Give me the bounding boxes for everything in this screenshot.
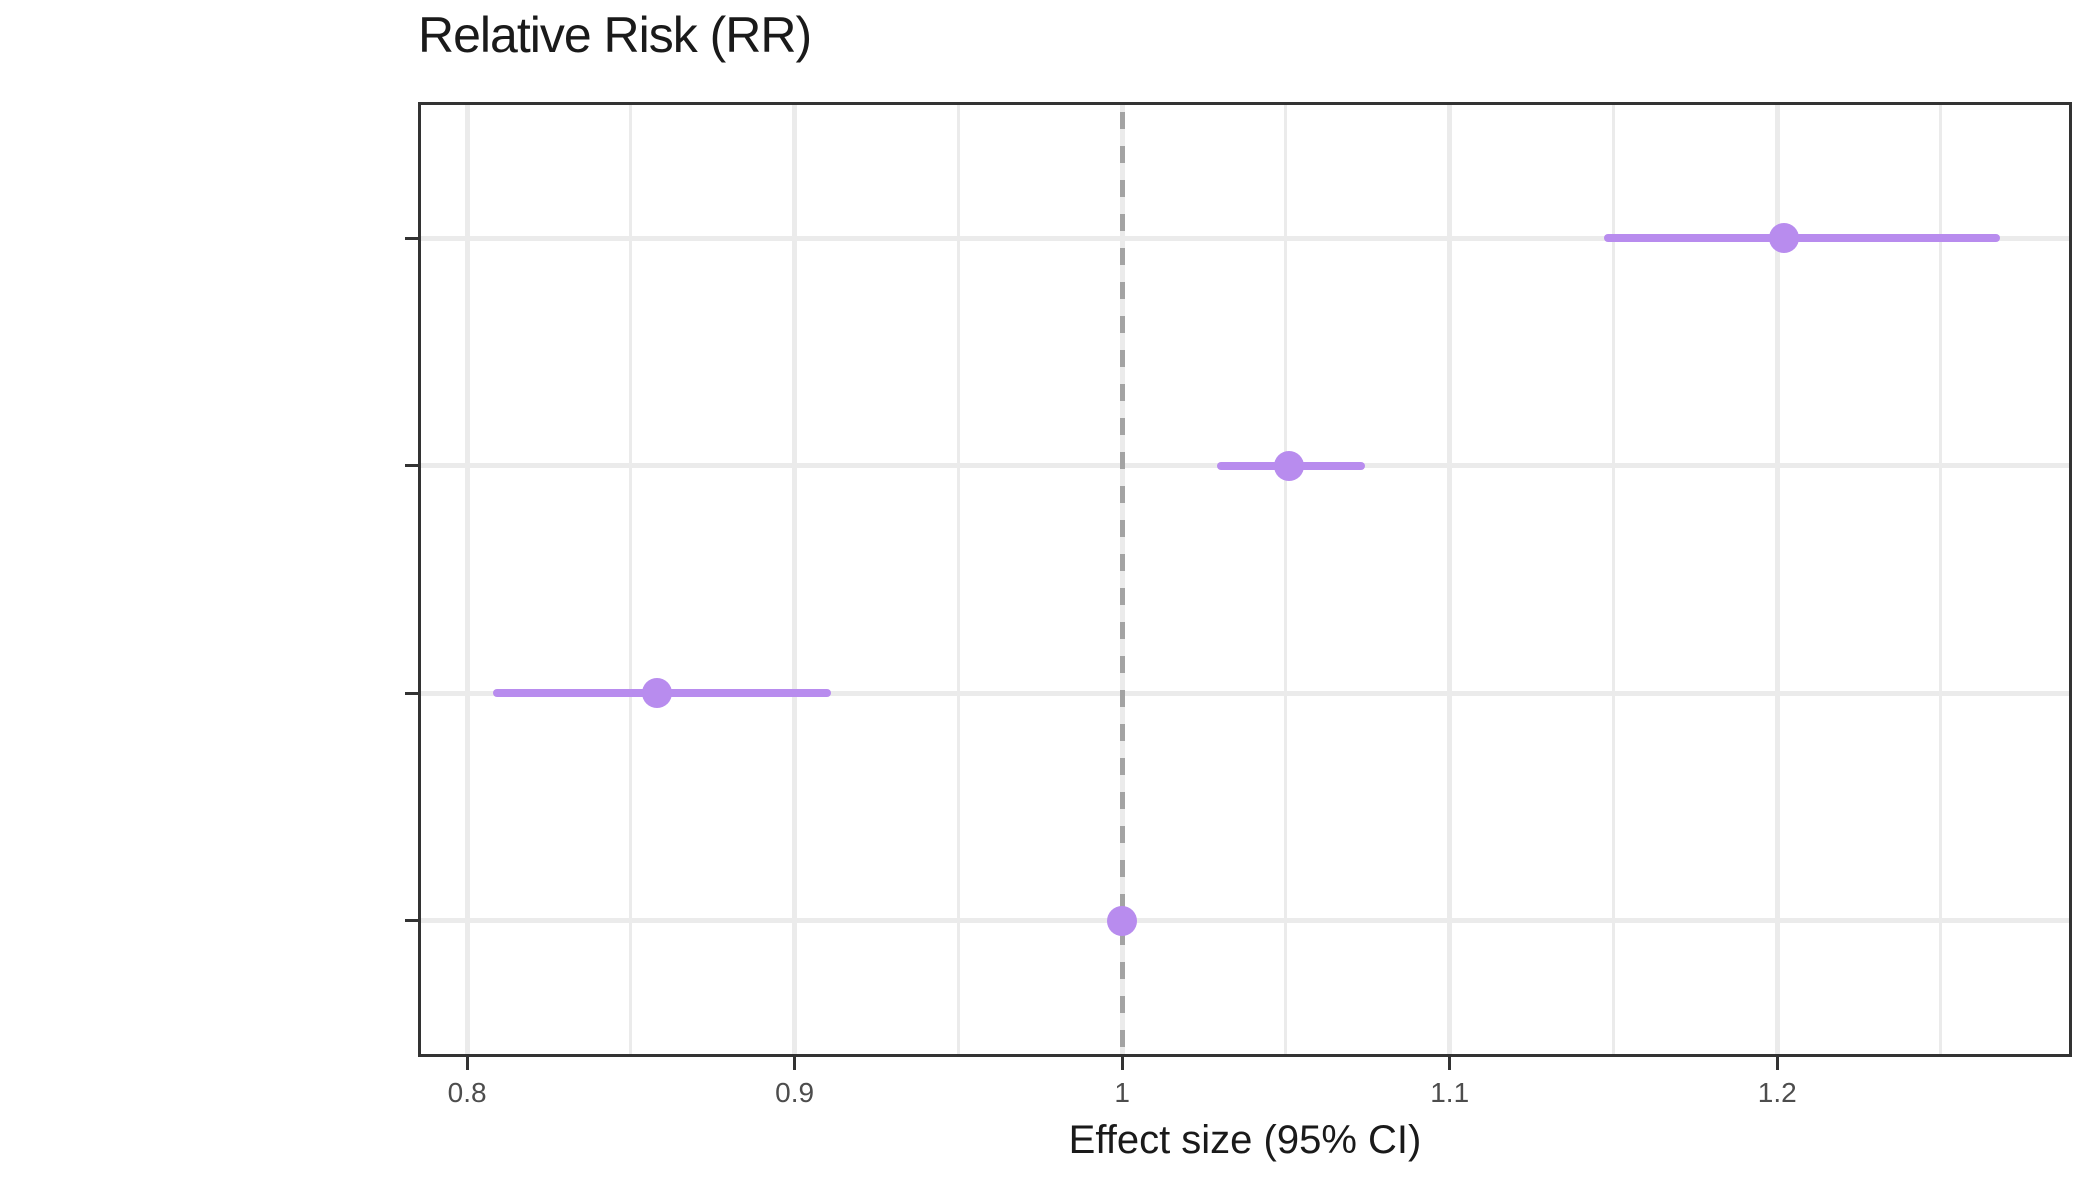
x-gridline-major bbox=[464, 102, 470, 1057]
x-gridline-major bbox=[792, 102, 798, 1057]
y-tick bbox=[405, 691, 418, 695]
point-estimate bbox=[642, 678, 673, 709]
x-tick bbox=[1448, 1057, 1452, 1070]
y-tick bbox=[405, 464, 418, 468]
y-gridline-major bbox=[418, 235, 2072, 241]
x-tick-label: 1.1 bbox=[1430, 1077, 1470, 1108]
point-estimate bbox=[1274, 450, 1305, 481]
x-tick bbox=[1120, 1057, 1124, 1070]
point-estimate bbox=[1768, 223, 1799, 254]
x-tick bbox=[465, 1057, 469, 1070]
x-gridline-major bbox=[1447, 102, 1453, 1057]
x-tick-label: 1.2 bbox=[1757, 1077, 1797, 1108]
x-tick bbox=[793, 1057, 797, 1070]
y-tick bbox=[405, 236, 418, 240]
x-tick bbox=[1775, 1057, 1779, 1070]
panel-border bbox=[418, 102, 2072, 1057]
x-gridline-major bbox=[1774, 102, 1780, 1057]
x-axis-title: Effect size (95% CI) bbox=[1068, 1118, 1422, 1162]
y-gridline-major bbox=[418, 690, 2072, 696]
x-tick-label: 1 bbox=[1114, 1077, 1130, 1108]
reference-line bbox=[1119, 102, 1125, 1057]
x-gridline-minor bbox=[629, 102, 633, 1057]
y-tick bbox=[405, 919, 418, 923]
ci-line bbox=[1603, 234, 2000, 243]
plot-panel bbox=[418, 102, 2072, 1057]
y-gridline-major bbox=[418, 918, 2072, 924]
x-gridline-minor bbox=[1939, 102, 1943, 1057]
x-tick-label: 0.9 bbox=[775, 1077, 815, 1108]
x-gridline-minor bbox=[1611, 102, 1615, 1057]
point-estimate bbox=[1107, 905, 1138, 936]
x-gridline-minor bbox=[1284, 102, 1288, 1057]
plot-title: Relative Risk (RR) bbox=[418, 7, 812, 63]
x-gridline-minor bbox=[956, 102, 960, 1057]
x-tick-label: 0.8 bbox=[447, 1077, 487, 1108]
y-axis: pdsi.l1tmin.l3pdsi.l6pdsi.l1:tmin.l3:pds… bbox=[0, 0, 418, 1200]
